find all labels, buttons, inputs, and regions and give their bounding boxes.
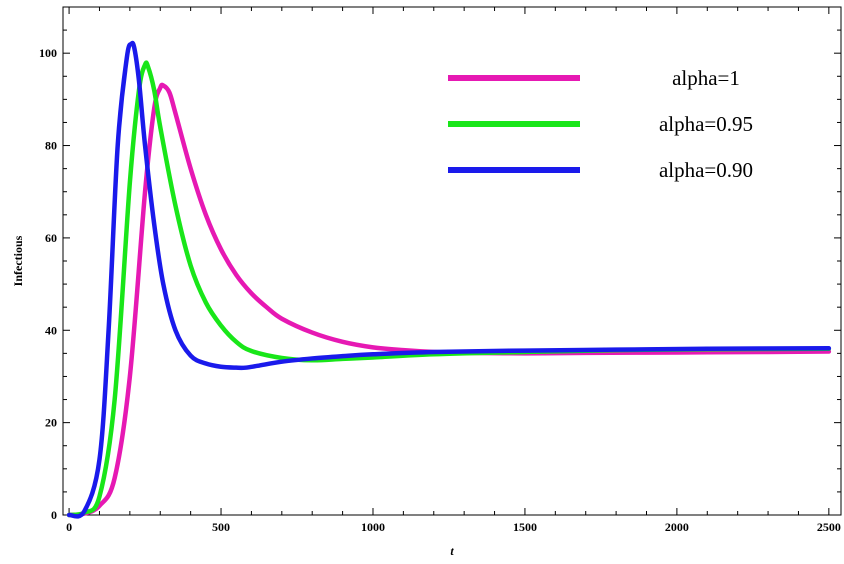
legend: alpha=1 alpha=0.95 alpha=0.90 <box>448 66 753 182</box>
axis-ticks <box>63 6 841 516</box>
x-axis-title: t <box>450 544 454 558</box>
y-tick-label: 80 <box>45 139 57 153</box>
x-tick-label: 1500 <box>513 520 537 534</box>
series-layer <box>66 40 832 519</box>
x-tick-label: 2500 <box>817 520 841 534</box>
axis-tick-labels: 0 500 1000 1500 2000 2500 0 20 40 60 80 100 <box>39 46 841 534</box>
x-tick-label: 0 <box>66 520 72 534</box>
legend-label-1: alpha=1 <box>672 66 740 90</box>
y-tick-label: 100 <box>39 46 57 60</box>
y-axis-title: Infectious <box>11 235 25 286</box>
y-tick-label: 0 <box>51 508 57 522</box>
x-tick-label: 2000 <box>665 520 689 534</box>
y-tick-label: 40 <box>45 323 57 337</box>
x-tick-label: 500 <box>212 520 230 534</box>
series-line-1 <box>66 82 832 518</box>
series-line-3 <box>66 40 832 519</box>
x-tick-label: 1000 <box>361 520 385 534</box>
legend-label-2: alpha=0.95 <box>659 112 753 136</box>
y-tick-label: 20 <box>45 416 57 430</box>
y-tick-label: 60 <box>45 231 57 245</box>
legend-label-3: alpha=0.90 <box>659 158 753 182</box>
